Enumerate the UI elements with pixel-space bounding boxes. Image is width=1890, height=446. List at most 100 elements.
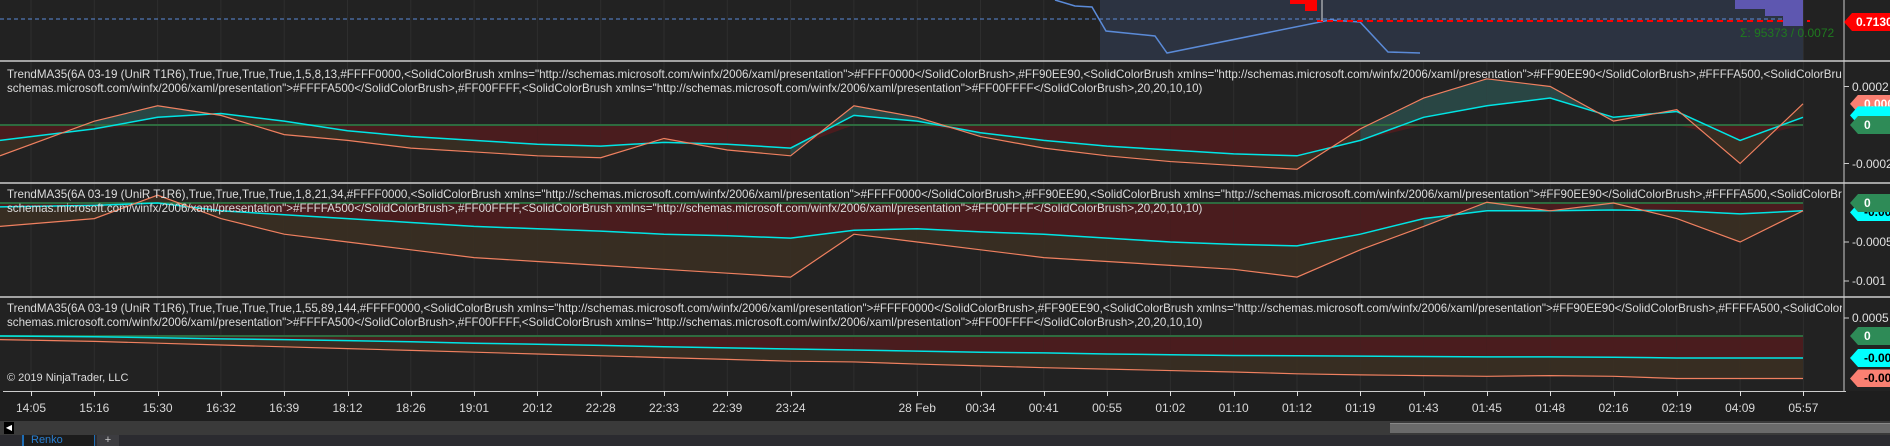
bearish-zone-fill — [1170, 125, 1234, 154]
ma-spread-fill — [1360, 356, 1424, 376]
axis-tick-label: 0.0005 — [1852, 311, 1889, 325]
ma-spread-fill — [1676, 357, 1741, 379]
bearish-zone-fill — [1676, 336, 1741, 358]
time-label: 15:16 — [79, 401, 110, 415]
time-label: 01:19 — [1345, 401, 1376, 415]
bearish-zone-fill — [1613, 336, 1677, 358]
x-tick-mark — [727, 391, 729, 396]
ma-spread-fill — [1043, 234, 1108, 262]
ma-spread-fill — [853, 228, 918, 242]
bearish-zone-fill — [664, 125, 728, 145]
ma-spread-fill — [410, 341, 475, 353]
ma-spread-fill — [410, 136, 475, 152]
bearish-zone-fill — [537, 203, 601, 232]
ma-spread-fill — [1233, 244, 1297, 278]
bearish-zone-fill — [600, 125, 664, 147]
chart-canvas[interactable] — [0, 0, 1890, 391]
ma-spread-fill — [1486, 356, 1551, 377]
value-badge: -0.00061 — [1850, 348, 1890, 367]
indicator-title: schemas.microsoft.com/winfx/2006/xaml/pr… — [7, 316, 1203, 329]
ma-spread-fill — [537, 144, 601, 158]
x-tick-mark — [94, 391, 96, 396]
price-line — [1054, 0, 1421, 54]
fast-ma-line — [0, 194, 1804, 278]
ma-spread-fill — [347, 130, 411, 149]
chart-tab-bar: Renko + — [0, 435, 1890, 446]
ma-spread-fill — [917, 228, 981, 250]
bearish-zone-fill — [664, 203, 728, 236]
ma-spread-fill — [1740, 357, 1803, 379]
bearish-zone-fill — [537, 125, 601, 147]
x-tick-mark — [1170, 391, 1172, 396]
bearish-zone-fill — [727, 203, 791, 239]
ma-spread-fill — [1233, 153, 1297, 170]
x-tick-mark — [347, 391, 349, 396]
time-label: 22:39 — [712, 401, 743, 415]
ma-spread-fill — [220, 338, 285, 347]
x-tick-mark — [1423, 391, 1425, 396]
bearish-zone-fill — [790, 125, 854, 149]
x-tick-mark — [474, 391, 476, 396]
ma-spread-fill — [790, 348, 854, 362]
ma-spread-fill — [1170, 354, 1234, 372]
chart-area[interactable]: Σ: 95373 / 0.0072 0.7130 TrendMA35(6A 03… — [0, 0, 1890, 391]
time-label: 19:01 — [459, 401, 490, 415]
ma-spread-fill — [1550, 356, 1614, 377]
x-tick-mark — [1297, 391, 1298, 396]
bearish-zone-fill — [1043, 203, 1108, 239]
bearish-zone-fill — [347, 125, 411, 137]
bearish-zone-fill — [664, 336, 728, 348]
ma-spread-fill — [347, 218, 411, 250]
ma-spread-fill — [474, 226, 538, 262]
x-tick-mark — [917, 391, 919, 396]
ma-spread-fill — [1107, 354, 1171, 371]
indicator-title: TrendMA35(6A 03-19 (UniR T1R6),True,True… — [7, 302, 1842, 315]
price-shaded-region — [1100, 0, 1803, 61]
tab-renko[interactable]: Renko — [22, 435, 95, 446]
bearish-zone-fill — [474, 336, 538, 345]
bearish-zone-fill — [1423, 203, 1487, 219]
bearish-zone-fill — [1550, 336, 1614, 358]
horizontal-scrollbar[interactable]: ◀ — [0, 421, 1890, 435]
x-tick-mark — [410, 391, 412, 396]
ma-spread-fill — [284, 339, 348, 349]
ma-spread-fill — [853, 105, 918, 122]
scroll-left-arrow-icon[interactable]: ◀ — [4, 422, 14, 434]
time-label: 00:41 — [1028, 401, 1059, 415]
bearish-zone-fill — [853, 336, 918, 352]
bearish-zone-fill — [790, 336, 854, 351]
bearish-zone-fill — [410, 203, 475, 227]
slow-ma-line — [0, 335, 1803, 359]
bearish-zone-fill — [1486, 336, 1551, 357]
ma-spread-fill — [537, 344, 601, 356]
axis-tick-label: -0.0005 — [1852, 235, 1890, 249]
x-tick-mark — [220, 391, 222, 396]
time-label: 05:57 — [1788, 401, 1819, 415]
time-label: 01:45 — [1471, 401, 1502, 415]
ma-spread-fill — [853, 350, 918, 365]
bearish-zone-fill — [1107, 336, 1171, 355]
volume-profile-bar — [1783, 0, 1803, 26]
ma-spread-fill — [1676, 210, 1741, 242]
ma-spread-fill — [664, 346, 728, 360]
ma-spread-fill — [664, 234, 728, 274]
ma-spread-fill — [474, 140, 538, 156]
bearish-zone-fill — [1233, 336, 1297, 356]
x-tick-mark — [790, 391, 792, 396]
time-label: 01:12 — [1281, 401, 1313, 415]
ma-spread-fill — [727, 144, 791, 156]
axis-tick-label: -0.001 — [1852, 274, 1887, 288]
x-tick-mark — [600, 391, 602, 396]
add-tab-button[interactable]: + — [97, 435, 119, 446]
value-badge: 0 — [1850, 194, 1890, 212]
ma-spread-fill — [0, 205, 95, 227]
scrollbar-thumb[interactable] — [1390, 423, 1890, 433]
x-tick-mark — [31, 391, 32, 396]
time-label: 01:02 — [1155, 401, 1186, 415]
price-bar — [1290, 0, 1308, 4]
bearish-zone-fill — [1423, 336, 1487, 357]
ma-spread-fill — [537, 228, 601, 266]
bearish-zone-fill — [917, 203, 981, 232]
time-label: 01:48 — [1535, 401, 1566, 415]
time-label: 28 Feb — [898, 401, 936, 415]
